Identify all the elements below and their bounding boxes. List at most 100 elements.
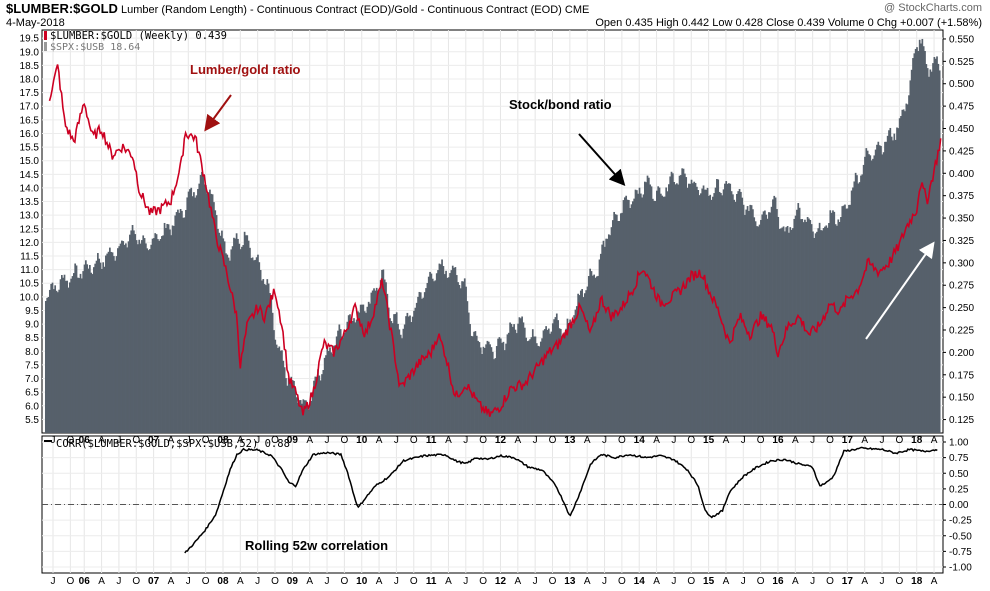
right-tick-label: 0.325 [949, 236, 974, 247]
x-tick-label: J [463, 576, 468, 587]
spx-usb-bar [374, 290, 377, 433]
spx-usb-bar [889, 127, 892, 433]
spx-usb-bar [174, 215, 177, 433]
spx-usb-bar [602, 240, 605, 433]
left-tick-label: 15.5 [20, 143, 40, 154]
spx-usb-bar [634, 189, 637, 433]
spx-usb-bar [511, 326, 514, 433]
spx-usb-bar [369, 303, 371, 433]
chart-description: Lumber (Random Length) - Continuous Cont… [121, 4, 562, 16]
spx-usb-bar [214, 210, 217, 433]
spx-usb-bar [323, 357, 326, 433]
spx-usb-bar [222, 238, 225, 433]
spx-usb-bar [877, 141, 880, 433]
spx-usb-bar [637, 193, 640, 433]
spx-usb-bar [78, 278, 81, 433]
spx-usb-bar [613, 211, 616, 433]
x-tick-label: O [132, 435, 140, 446]
x-tick-label: O [895, 576, 903, 587]
spx-usb-bar [362, 304, 365, 433]
spx-usb-bar [535, 343, 538, 433]
spx-usb-bar [885, 141, 888, 433]
spx-usb-bar [750, 205, 753, 433]
left-tick-label: 9.5 [25, 306, 39, 317]
spx-usb-bar [710, 199, 713, 433]
spx-usb-bar [521, 316, 523, 433]
x-tick-label: 09 [287, 576, 299, 587]
left-tick-label: 19.5 [20, 34, 40, 45]
spx-usb-bar [610, 227, 613, 433]
x-tick-label: A [861, 576, 868, 587]
spx-usb-bar [666, 191, 669, 433]
spx-usb-bar [150, 244, 153, 433]
spx-usb-bar [386, 293, 389, 433]
spx-usb-bar [854, 172, 857, 433]
annotation-stock-bond: Stock/bond ratio [509, 97, 612, 112]
spx-usb-bar [209, 189, 211, 433]
spx-usb-bar [406, 312, 409, 433]
left-tick-label: 12.5 [20, 224, 40, 235]
spx-usb-bar [824, 226, 826, 433]
left-tick-label: 11.5 [20, 252, 39, 263]
spx-usb-bar [282, 360, 285, 433]
spx-usb-bar [493, 359, 495, 433]
x-tick-label: 10 [356, 435, 368, 446]
spx-usb-bar [764, 210, 766, 433]
chart-date: 4-May-2018 [6, 17, 65, 29]
spx-usb-bar [402, 328, 405, 433]
spx-usb-bar [498, 337, 501, 433]
spx-usb-bar [601, 244, 604, 433]
spx-usb-bar [638, 187, 641, 433]
spx-usb-bar [569, 319, 571, 433]
spx-usb-bar [310, 400, 313, 433]
spx-usb-bar [59, 279, 62, 433]
spx-usb-bar [223, 241, 226, 433]
spx-usb-bar [676, 183, 678, 433]
spx-usb-bar [338, 324, 341, 433]
x-tick-label: O [340, 576, 348, 587]
spx-usb-bar [270, 299, 273, 433]
spx-usb-bar [119, 243, 122, 433]
spx-usb-bar [159, 239, 162, 433]
spx-usb-bar [462, 281, 465, 433]
left-tick-label: 17.5 [20, 88, 40, 99]
spx-usb-bar [71, 276, 74, 433]
spx-usb-bar [54, 285, 57, 433]
spx-usb-bar [770, 206, 773, 433]
spx-usb-bar [105, 255, 107, 433]
spx-usb-bar [353, 318, 355, 433]
spx-usb-bar [533, 336, 535, 433]
x-tick-label: O [757, 576, 765, 587]
spx-usb-bar [458, 284, 461, 433]
legend-spx: $SPX:$USB 18.64 [50, 42, 140, 53]
spx-usb-bar [277, 348, 279, 433]
x-tick-label: A [237, 435, 244, 446]
spx-usb-bar [880, 145, 882, 433]
spx-usb-bar [749, 204, 752, 433]
right-tick-label: 0.400 [949, 169, 974, 180]
chart-header: $LUMBER:$GOLD Lumber (Random Length) - C… [6, 1, 589, 16]
spx-usb-bar [301, 403, 303, 433]
x-tick-label: 13 [564, 576, 576, 587]
spx-usb-bar [656, 190, 658, 433]
spx-usb-bar [218, 232, 221, 433]
x-tick-label: J [880, 576, 885, 587]
spx-usb-bar [582, 297, 585, 433]
x-tick-label: O [618, 576, 626, 587]
spx-usb-bar [541, 338, 543, 433]
spx-usb-bar [832, 210, 834, 433]
x-tick-label: 10 [356, 576, 368, 587]
spx-usb-bar [451, 265, 454, 433]
x-tick-label: O [687, 435, 695, 446]
spx-usb-bar [690, 179, 693, 433]
x-tick-label: A [653, 576, 660, 587]
x-tick-label: 14 [634, 435, 646, 446]
spx-usb-bar [179, 208, 182, 433]
spx-usb-bar [469, 324, 471, 433]
spx-usb-bar [554, 317, 557, 433]
spx-usb-bar [446, 277, 449, 433]
spx-usb-bar [314, 376, 317, 433]
spx-usb-bar [122, 241, 125, 433]
spx-usb-bar [239, 249, 242, 433]
x-tick-label: A [168, 435, 175, 446]
